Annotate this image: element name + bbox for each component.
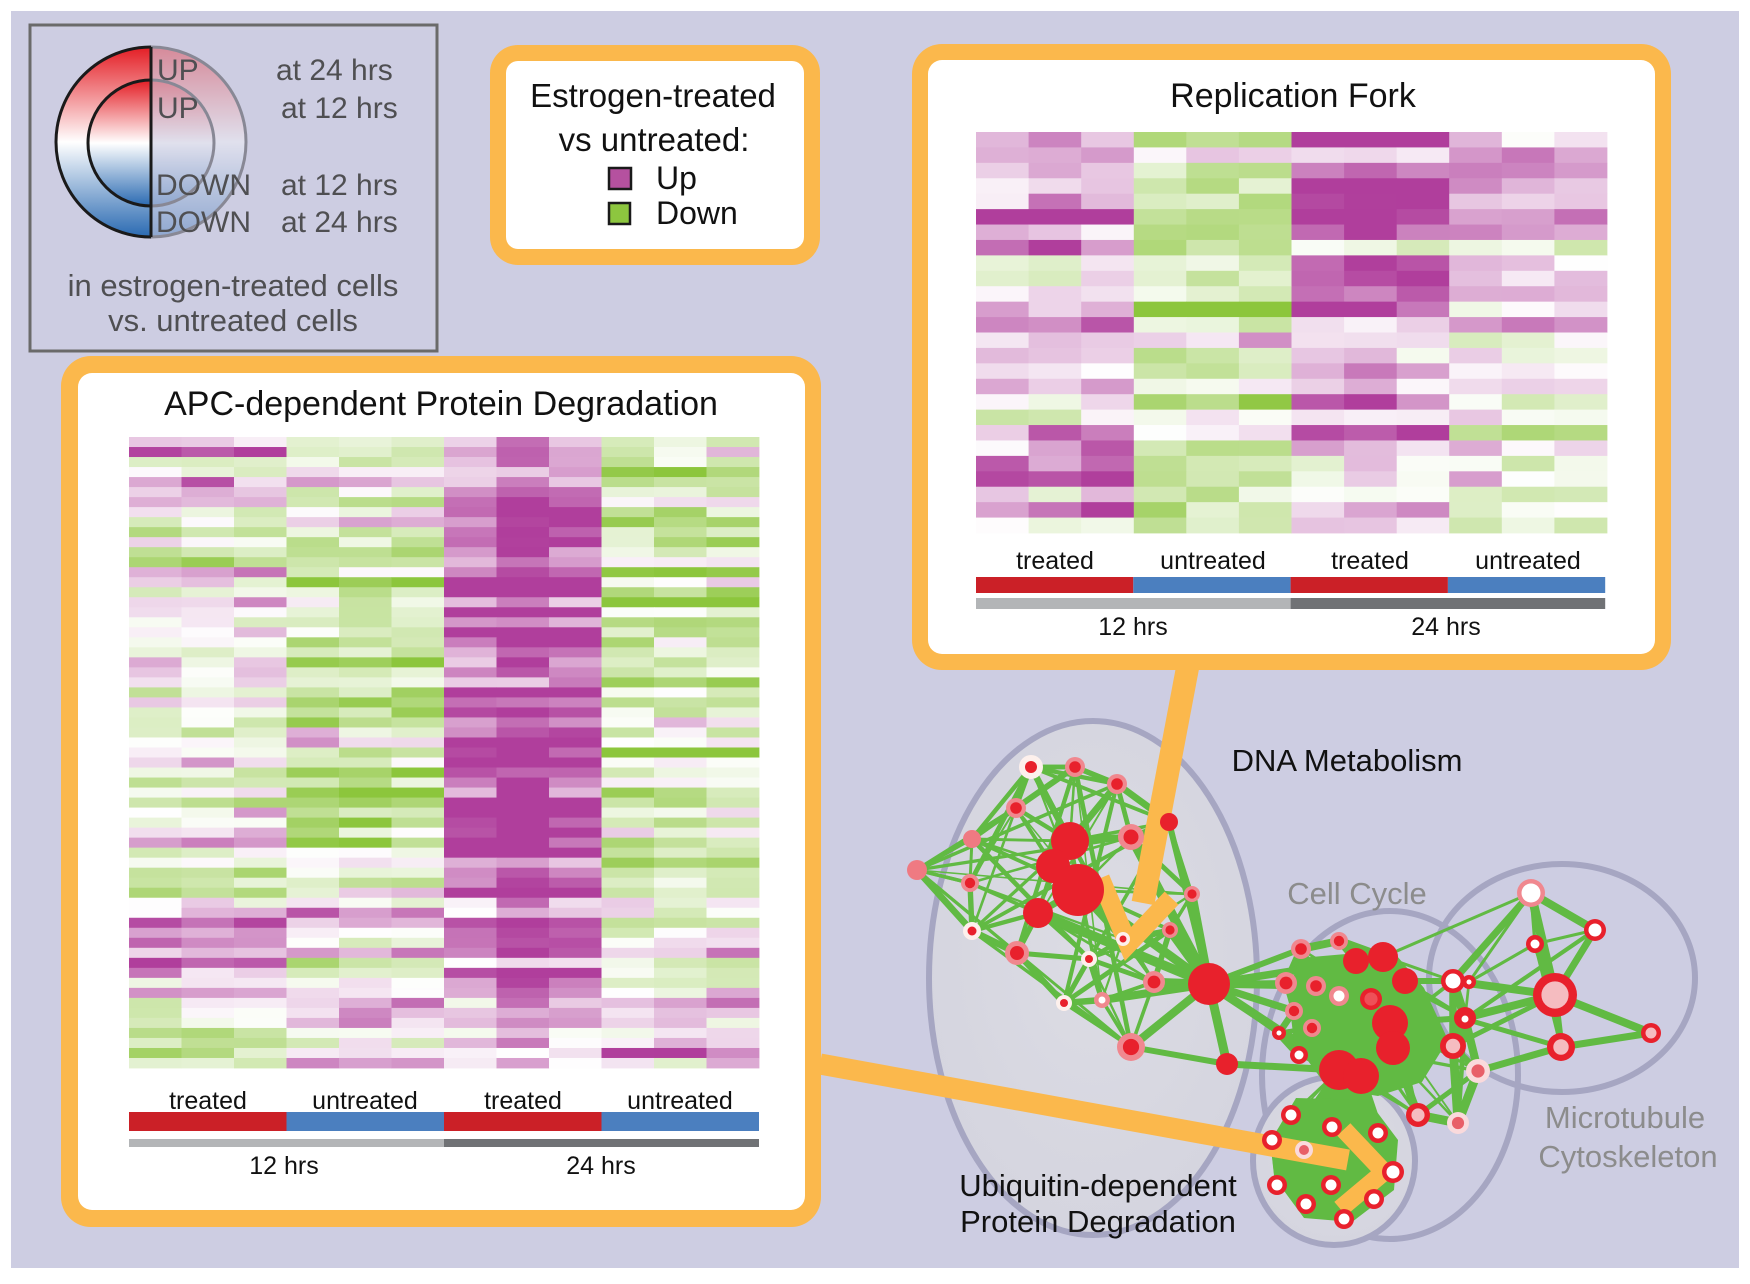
svg-text:Down: Down — [656, 195, 738, 231]
svg-text:untreated: untreated — [627, 1087, 733, 1115]
svg-text:Replication Fork: Replication Fork — [1170, 77, 1417, 115]
svg-text:Cell Cycle: Cell Cycle — [1287, 876, 1427, 911]
svg-text:in estrogen-treated cells: in estrogen-treated cells — [68, 268, 399, 303]
svg-text:treated: treated — [1016, 547, 1094, 575]
svg-text:treated: treated — [1331, 547, 1409, 575]
svg-text:12 hrs: 12 hrs — [249, 1152, 318, 1180]
svg-text:UP: UP — [157, 92, 199, 125]
svg-text:Microtubule: Microtubule — [1545, 1100, 1705, 1135]
svg-text:Estrogen-treated: Estrogen-treated — [530, 77, 776, 114]
svg-text:untreated: untreated — [1475, 547, 1581, 575]
svg-text:at 12 hrs: at 12 hrs — [281, 169, 398, 202]
svg-text:DOWN: DOWN — [156, 206, 251, 239]
svg-text:DOWN: DOWN — [156, 169, 251, 202]
svg-text:24 hrs: 24 hrs — [1411, 613, 1480, 641]
svg-text:treated: treated — [484, 1087, 562, 1115]
svg-text:untreated: untreated — [1160, 547, 1266, 575]
svg-text:at 24 hrs: at 24 hrs — [276, 54, 393, 87]
svg-text:24 hrs: 24 hrs — [566, 1152, 635, 1180]
svg-text:untreated: untreated — [312, 1087, 418, 1115]
svg-text:at 24 hrs: at 24 hrs — [281, 206, 398, 239]
svg-text:Up: Up — [656, 160, 697, 196]
svg-text:treated: treated — [169, 1087, 247, 1115]
svg-text:APC-dependent Protein Degradat: APC-dependent Protein Degradation — [164, 385, 718, 423]
svg-text:UP: UP — [157, 54, 199, 87]
svg-text:vs untreated:: vs untreated: — [559, 121, 750, 158]
svg-text:Ubiquitin-dependent: Ubiquitin-dependent — [959, 1168, 1237, 1203]
svg-text:vs. untreated cells: vs. untreated cells — [108, 303, 358, 338]
svg-text:DNA Metabolism: DNA Metabolism — [1232, 743, 1463, 778]
svg-text:12 hrs: 12 hrs — [1098, 613, 1167, 641]
svg-text:Protein Degradation: Protein Degradation — [960, 1204, 1236, 1239]
svg-text:Cytoskeleton: Cytoskeleton — [1538, 1139, 1717, 1174]
svg-text:at 12 hrs: at 12 hrs — [281, 92, 398, 125]
